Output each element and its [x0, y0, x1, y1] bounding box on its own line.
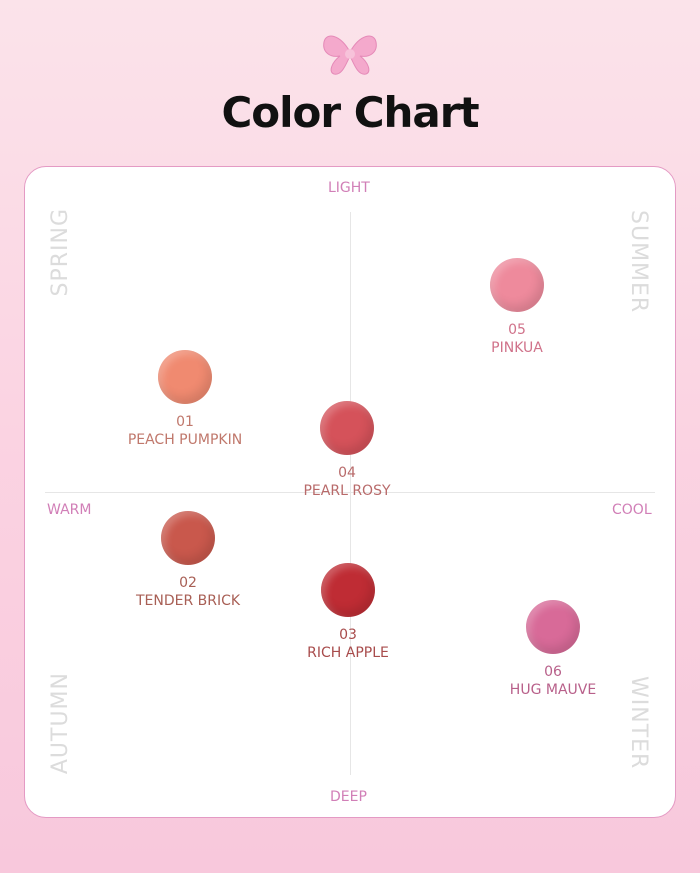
shade-number: 06 [544, 664, 562, 680]
shade-number: 04 [338, 465, 356, 481]
bow-icon [323, 35, 377, 75]
shade-number: 03 [339, 627, 357, 643]
shade-name: PEACH PUMPKIN [127, 432, 243, 448]
axis-label-warm: WARM [47, 502, 92, 518]
shade-label-01: 01 PEACH PUMPKIN [85, 413, 285, 449]
axis-label-cool: COOL [612, 502, 652, 518]
axis-label-deep: DEEP [330, 789, 367, 805]
shade-swatch-05 [490, 258, 544, 312]
shade-name: PINKUA [491, 340, 543, 356]
season-winter: WINTER [626, 676, 651, 770]
shade-swatch-03 [321, 563, 375, 617]
shade-swatch-06 [526, 600, 580, 654]
season-summer: SUMMER [626, 210, 651, 314]
shade-swatch-02 [161, 511, 215, 565]
shade-name: RICH APPLE [307, 645, 389, 661]
shade-swatch-04 [320, 401, 374, 455]
page-title: Color Chart [221, 88, 479, 137]
shade-label-04: 04 PEARL ROSY [247, 464, 447, 500]
shade-name: HUG MAUVE [509, 682, 597, 698]
shade-label-06: 06 HUG MAUVE [453, 663, 653, 699]
season-spring: SPRING [48, 208, 73, 297]
shade-label-03: 03 RICH APPLE [248, 626, 448, 662]
shade-number: 02 [179, 575, 197, 591]
axis-label-light: LIGHT [328, 180, 370, 196]
shade-label-02: 02 TENDER BRICK [88, 574, 288, 610]
vertical-axis-line [350, 212, 351, 775]
season-autumn: AUTUMN [48, 672, 73, 775]
shade-number: 05 [508, 322, 526, 338]
shade-name: TENDER BRICK [135, 593, 241, 609]
shade-label-05: 05 PINKUA [417, 321, 617, 357]
horizontal-axis-line [45, 492, 655, 493]
shade-name: PEARL ROSY [303, 483, 391, 499]
shade-number: 01 [176, 414, 194, 430]
shade-swatch-01 [158, 350, 212, 404]
